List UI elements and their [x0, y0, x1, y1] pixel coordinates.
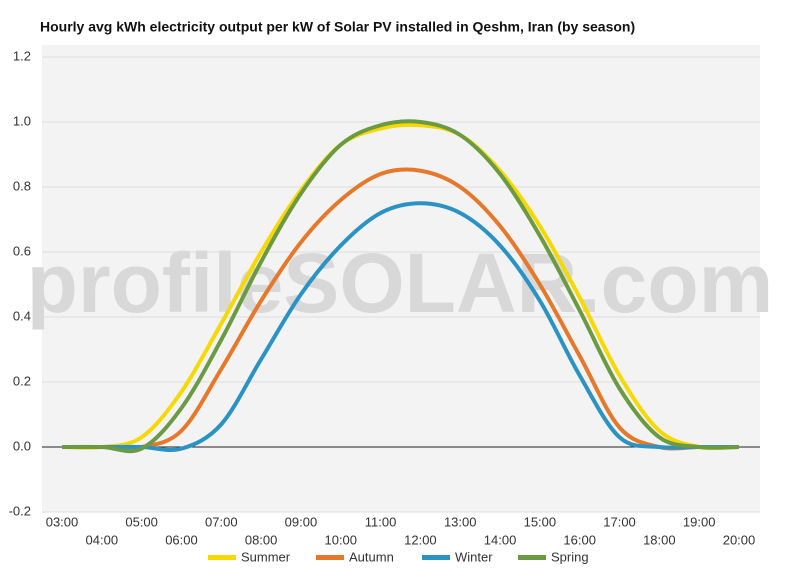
x-tick-label: 09:00	[285, 514, 318, 529]
legend-label: Spring	[551, 549, 589, 564]
x-tick-label: 06:00	[165, 532, 198, 547]
x-tick-label: 11:00	[365, 514, 397, 529]
y-tick-label: 0.0	[13, 438, 31, 453]
y-tick-label: 1.0	[13, 113, 31, 128]
x-tick-label: 17:00	[603, 514, 636, 529]
x-tick-label: 18:00	[643, 532, 676, 547]
series-line	[61, 119, 740, 454]
legend-swatch	[518, 555, 546, 560]
x-tick-label: 07:00	[205, 514, 238, 529]
x-tick-label: 08:00	[245, 532, 278, 547]
series-line	[61, 122, 740, 451]
legend-label: Autumn	[349, 549, 394, 564]
y-tick-label: 1.2	[13, 48, 31, 63]
legend-swatch	[422, 555, 450, 560]
x-tick-label: 16:00	[563, 532, 596, 547]
x-tick-label: 10:00	[324, 532, 357, 547]
x-tick-label: 14:00	[484, 532, 517, 547]
x-tick-label: 19:00	[683, 514, 716, 529]
series-line	[62, 167, 739, 451]
series-line	[62, 201, 739, 453]
y-tick-label: -0.2	[9, 503, 31, 518]
x-tick-label: 13:00	[444, 514, 477, 529]
legend-label: Winter	[455, 549, 493, 564]
y-tick-label: 0.4	[13, 308, 31, 323]
chart-title: Hourly avg kWh electricity output per kW…	[40, 19, 635, 35]
x-tick-label: 04:00	[86, 532, 119, 547]
y-tick-label: 0.2	[13, 373, 31, 388]
y-tick-label: 0.8	[13, 178, 31, 193]
y-tick-label: 0.6	[13, 243, 31, 258]
legend-swatch	[208, 555, 236, 560]
legend-label: Summer	[241, 549, 291, 564]
legend-swatch	[316, 555, 344, 560]
x-tick-label: 03:00	[46, 514, 79, 529]
x-tick-label: 15:00	[524, 514, 557, 529]
x-tick-label: 05:00	[125, 514, 158, 529]
x-tick-label: 20:00	[723, 532, 756, 547]
x-tick-label: 12:00	[404, 532, 437, 547]
watermark: profileSOLAR.com	[27, 236, 774, 330]
legend: Summer Autumn Winter Spring	[208, 549, 589, 564]
